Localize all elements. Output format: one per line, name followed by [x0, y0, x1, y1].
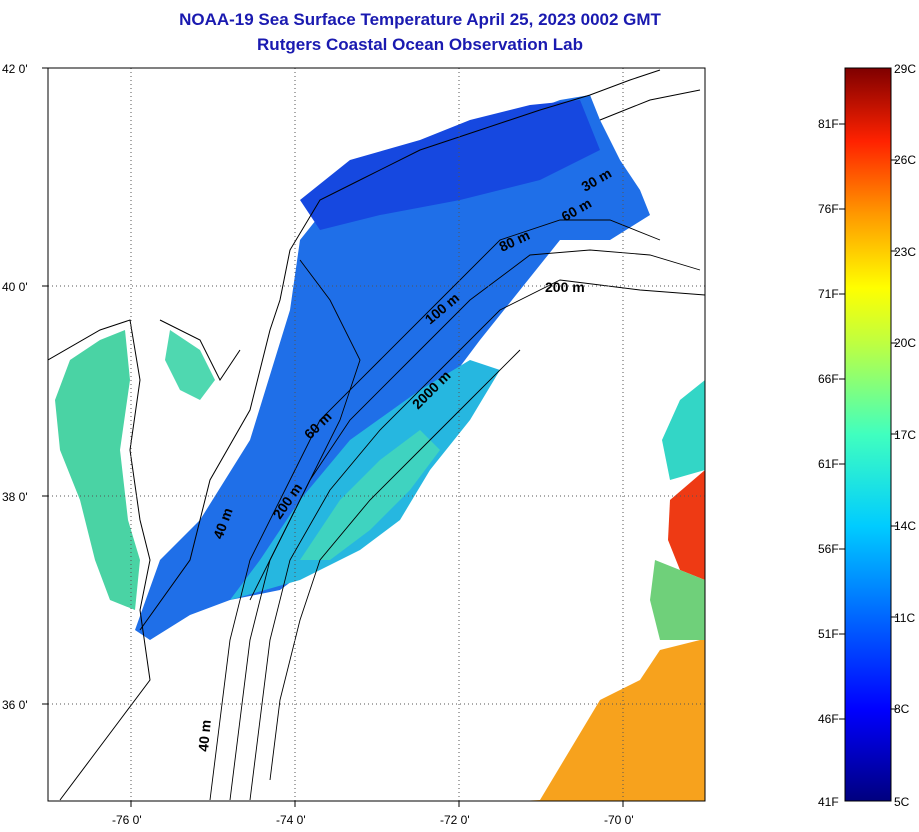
warm-slope-core [300, 430, 440, 560]
delaware-bay [165, 330, 215, 400]
lon-tick-label: -72 0' [440, 813, 470, 827]
celsius-label: 14C [894, 519, 916, 533]
fahrenheit-label: 66F [818, 372, 839, 386]
fahrenheit-label: 41F [818, 795, 839, 809]
gulf-stream-water-east [668, 470, 705, 580]
celsius-label: 17C [894, 428, 916, 442]
celsius-label: 20C [894, 336, 916, 350]
lon-tick-label: -76 0' [112, 813, 142, 827]
graticule [48, 68, 705, 801]
celsius-label: 11C [894, 611, 915, 625]
slope-water-east [662, 380, 705, 480]
fahrenheit-label: 61F [818, 457, 839, 471]
longitude-labels: -76 0' -74 0' -72 0' -70 0' [112, 813, 634, 827]
lat-tick-label: 36 0' [2, 698, 28, 712]
contour-label: 40 m [195, 719, 214, 752]
shelf-water [135, 95, 650, 640]
colorbar-celsius-labels: 29C 26C 23C 20C 17C 14C 11C 8C 5C [894, 62, 916, 809]
contour-label: 200 m [545, 279, 585, 295]
lat-tick-label: 42 0' [2, 62, 28, 76]
lon-tick-label: -70 0' [604, 813, 634, 827]
bathymetry-contours [209, 219, 705, 801]
lon-tick-label: -74 0' [276, 813, 306, 827]
celsius-label: 29C [894, 62, 916, 76]
celsius-label: 5C [894, 795, 910, 809]
coastline [48, 69, 701, 801]
fahrenheit-label: 51F [818, 627, 839, 641]
celsius-label: 23C [894, 245, 916, 259]
axis-minor-ticks [42, 67, 624, 807]
fahrenheit-label: 81F [818, 117, 839, 131]
map-subtitle: Rutgers Coastal Ocean Observation Lab [257, 35, 583, 54]
shelf-water-north [300, 100, 600, 230]
map-title: NOAA-19 Sea Surface Temperature April 25… [179, 10, 661, 29]
colorbar-ticks [839, 123, 897, 720]
latitude-labels: 42 0' 40 0' 38 0' 36 0' [2, 62, 28, 712]
slope-water-se [650, 560, 705, 640]
temperature-colorbar [844, 67, 892, 802]
chesapeake-bay [55, 330, 140, 610]
celsius-label: 8C [894, 702, 910, 716]
gulf-stream-water [520, 640, 705, 801]
fahrenheit-label: 56F [818, 542, 839, 556]
fahrenheit-label: 71F [818, 287, 839, 301]
colorbar-fahrenheit-labels: 81F 76F 71F 66F 61F 56F 51F 46F 41F [818, 117, 839, 809]
lat-tick-label: 38 0' [2, 490, 28, 504]
lat-tick-label: 40 0' [2, 280, 28, 294]
map-border [47, 67, 706, 802]
celsius-label: 26C [894, 153, 916, 167]
fahrenheit-label: 76F [818, 202, 839, 216]
fahrenheit-label: 46F [818, 712, 839, 726]
